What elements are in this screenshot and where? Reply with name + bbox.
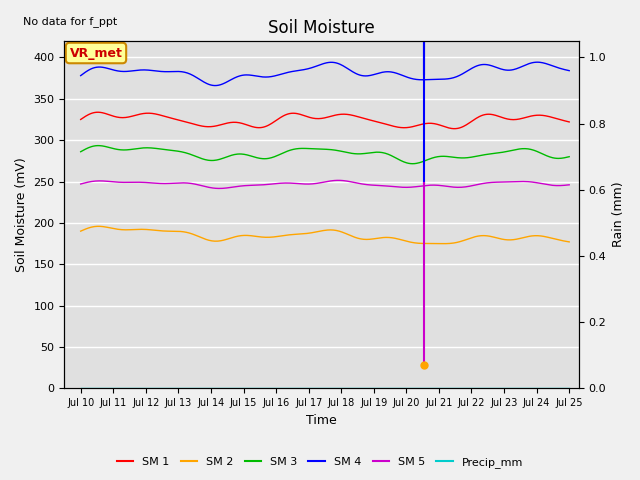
- Text: VR_met: VR_met: [70, 47, 122, 60]
- Y-axis label: Soil Moisture (mV): Soil Moisture (mV): [15, 157, 28, 272]
- X-axis label: Time: Time: [307, 414, 337, 427]
- Legend: SM 1, SM 2, SM 3, SM 4, SM 5, Precip_mm: SM 1, SM 2, SM 3, SM 4, SM 5, Precip_mm: [112, 452, 528, 472]
- Text: No data for f_ppt: No data for f_ppt: [23, 16, 118, 27]
- Title: Soil Moisture: Soil Moisture: [268, 19, 375, 36]
- Y-axis label: Rain (mm): Rain (mm): [612, 182, 625, 247]
